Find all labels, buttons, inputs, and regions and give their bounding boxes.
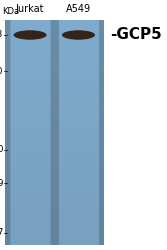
Text: A549: A549 (66, 4, 91, 15)
Ellipse shape (14, 30, 47, 40)
Text: 27: 27 (0, 228, 3, 237)
Text: 39: 39 (0, 179, 3, 188)
Text: -GCP5: -GCP5 (110, 28, 162, 42)
Text: 90: 90 (0, 67, 3, 76)
Text: Jurkat: Jurkat (16, 4, 44, 15)
Text: 50: 50 (0, 146, 3, 154)
Text: 118: 118 (0, 30, 3, 40)
Text: KDa: KDa (2, 7, 19, 16)
Ellipse shape (62, 30, 95, 40)
